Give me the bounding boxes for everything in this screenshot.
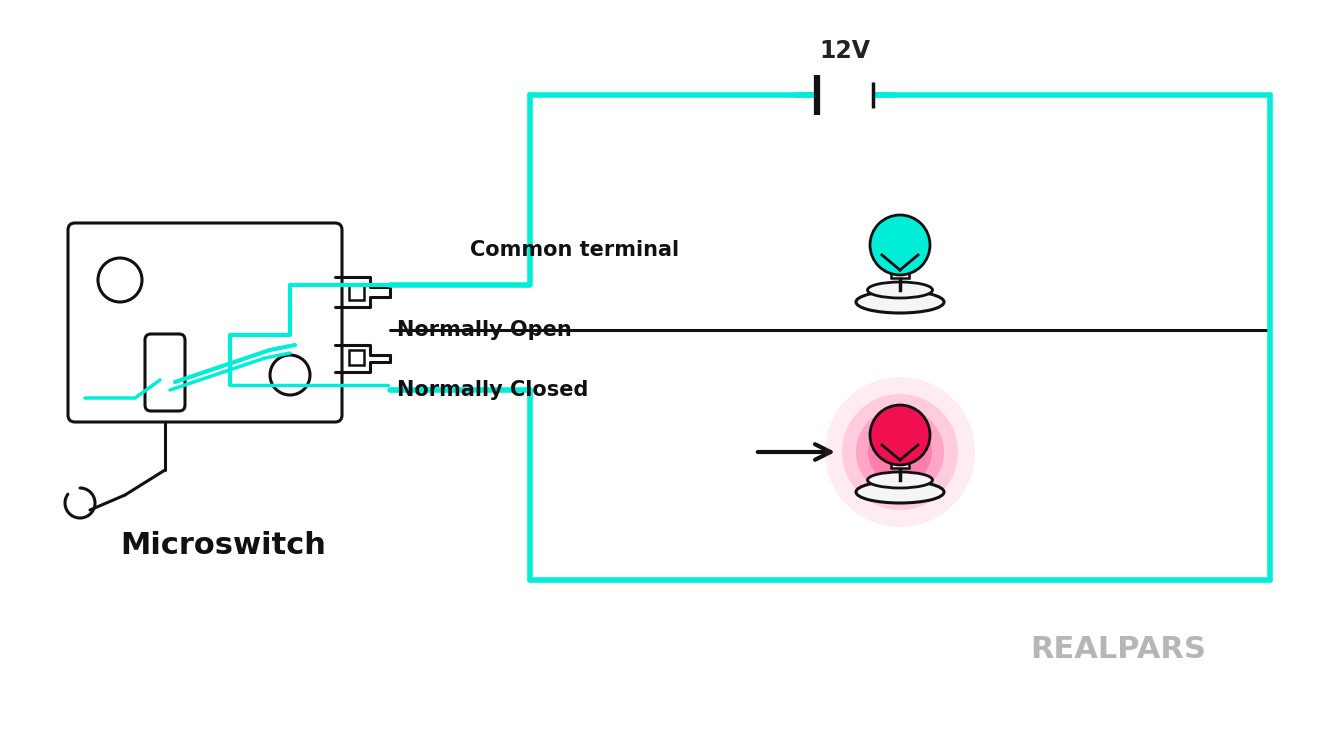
Text: Common terminal: Common terminal bbox=[471, 240, 678, 260]
Circle shape bbox=[868, 420, 932, 484]
Text: Normally Open: Normally Open bbox=[397, 320, 572, 340]
Circle shape bbox=[870, 215, 930, 275]
Circle shape bbox=[870, 405, 930, 465]
Ellipse shape bbox=[868, 282, 933, 298]
Circle shape bbox=[856, 408, 944, 496]
Bar bbox=[890, 270, 909, 278]
Ellipse shape bbox=[868, 472, 933, 488]
Polygon shape bbox=[882, 255, 918, 270]
Bar bbox=[349, 350, 364, 365]
FancyBboxPatch shape bbox=[68, 223, 343, 422]
Text: 12V: 12V bbox=[820, 39, 870, 63]
Ellipse shape bbox=[856, 291, 944, 313]
Ellipse shape bbox=[856, 481, 944, 503]
Circle shape bbox=[99, 258, 143, 302]
Circle shape bbox=[271, 355, 311, 395]
Text: Normally Closed: Normally Closed bbox=[397, 380, 588, 400]
FancyBboxPatch shape bbox=[145, 334, 185, 411]
Text: REALPARS: REALPARS bbox=[1030, 635, 1206, 664]
Circle shape bbox=[842, 394, 958, 510]
Text: Microswitch: Microswitch bbox=[120, 530, 325, 560]
Circle shape bbox=[825, 377, 974, 527]
Bar bbox=[349, 285, 364, 300]
Bar bbox=[890, 460, 909, 468]
Polygon shape bbox=[882, 445, 918, 460]
